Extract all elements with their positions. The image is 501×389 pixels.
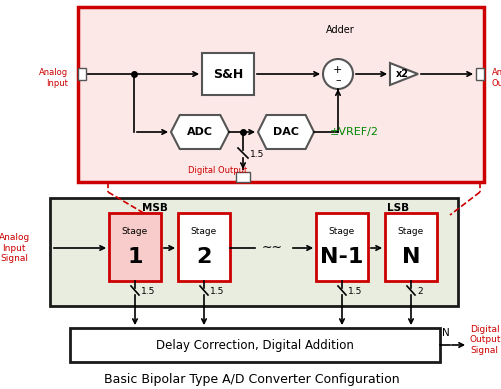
Bar bbox=[70, 328, 440, 362]
Text: ±VREF/2: ±VREF/2 bbox=[330, 127, 379, 137]
Text: Delay Correction, Digital Addition: Delay Correction, Digital Addition bbox=[156, 338, 354, 352]
Bar bbox=[316, 213, 368, 281]
Text: Digital
Output
Signal: Digital Output Signal bbox=[470, 325, 501, 355]
Polygon shape bbox=[390, 63, 418, 85]
Text: Basic Bipolar Type A/D Converter Configuration: Basic Bipolar Type A/D Converter Configu… bbox=[104, 373, 400, 387]
Text: S&H: S&H bbox=[213, 68, 243, 81]
Text: 1.5: 1.5 bbox=[348, 287, 362, 296]
Text: N: N bbox=[442, 328, 450, 338]
Text: ∼∼: ∼∼ bbox=[262, 240, 283, 254]
Text: Analog
Input: Analog Input bbox=[39, 68, 68, 88]
Bar bbox=[78, 68, 86, 80]
Text: DAC: DAC bbox=[273, 127, 299, 137]
Text: –: – bbox=[335, 75, 341, 85]
Bar bbox=[202, 53, 254, 95]
Text: 1.5: 1.5 bbox=[250, 149, 265, 158]
Bar bbox=[476, 68, 484, 80]
Circle shape bbox=[323, 59, 353, 89]
Bar bbox=[78, 7, 484, 182]
Text: Analog
Output: Analog Output bbox=[492, 68, 501, 88]
Text: Stage: Stage bbox=[191, 226, 217, 235]
Text: LSB: LSB bbox=[387, 203, 409, 213]
Text: Stage: Stage bbox=[329, 226, 355, 235]
Text: 1: 1 bbox=[127, 247, 143, 267]
Text: N-1: N-1 bbox=[320, 247, 364, 267]
Text: MSB: MSB bbox=[142, 203, 168, 213]
Bar bbox=[109, 213, 161, 281]
Text: N: N bbox=[402, 247, 420, 267]
Bar bbox=[236, 172, 250, 182]
Text: 2: 2 bbox=[196, 247, 212, 267]
Bar bbox=[385, 213, 437, 281]
Polygon shape bbox=[171, 115, 229, 149]
Text: 1.5: 1.5 bbox=[141, 287, 155, 296]
Text: Adder: Adder bbox=[326, 25, 354, 35]
Text: ADC: ADC bbox=[187, 127, 213, 137]
Text: 1.5: 1.5 bbox=[210, 287, 224, 296]
Text: Stage: Stage bbox=[398, 226, 424, 235]
Text: 2: 2 bbox=[417, 287, 423, 296]
Bar bbox=[50, 198, 458, 306]
Bar bbox=[178, 213, 230, 281]
Text: Analog
Input
Signal: Analog Input Signal bbox=[0, 233, 30, 263]
Polygon shape bbox=[258, 115, 314, 149]
Text: Digital Output: Digital Output bbox=[188, 166, 247, 175]
Text: Stage: Stage bbox=[122, 226, 148, 235]
Text: x2: x2 bbox=[395, 69, 408, 79]
Text: +: + bbox=[332, 65, 342, 75]
